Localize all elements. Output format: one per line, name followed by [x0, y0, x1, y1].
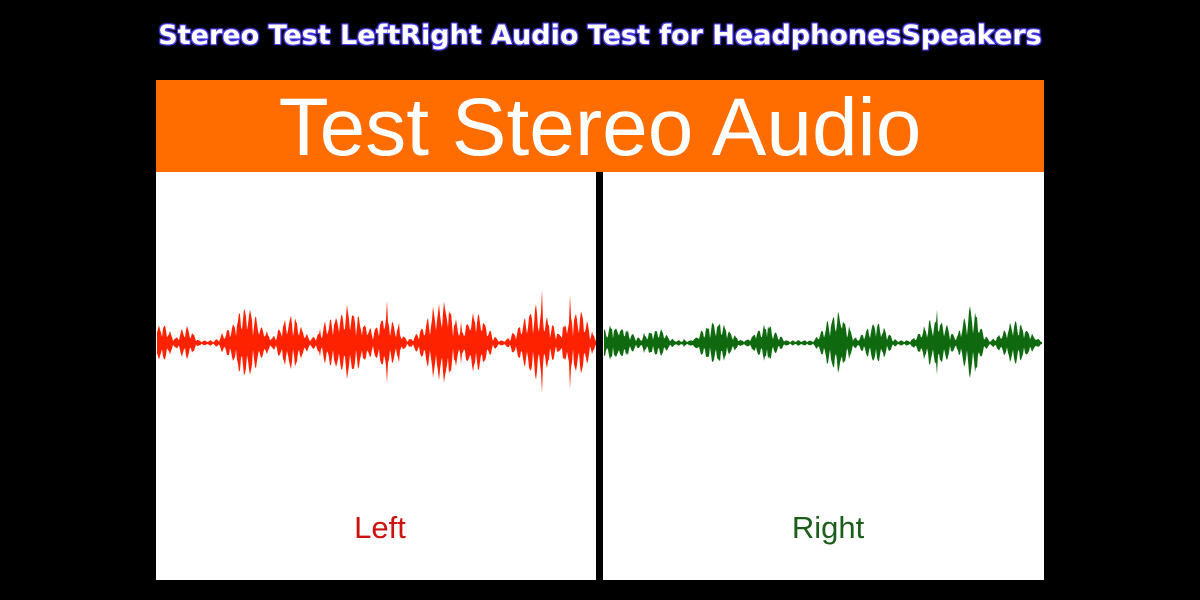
channel-divider	[596, 172, 603, 580]
left-channel-label: Left	[354, 510, 406, 545]
banner: Test Stereo Audio	[156, 80, 1044, 173]
right-waveform-icon	[604, 305, 1042, 379]
left-waveform-icon	[157, 289, 596, 394]
channel-panel: Left Right	[156, 172, 1044, 580]
waveform-graphic	[157, 289, 1042, 394]
right-channel-label: Right	[791, 510, 865, 545]
banner-text: Test Stereo Audio	[278, 82, 922, 173]
page-title: Stereo Test LeftRight Audio Test for Hea…	[158, 20, 1042, 51]
